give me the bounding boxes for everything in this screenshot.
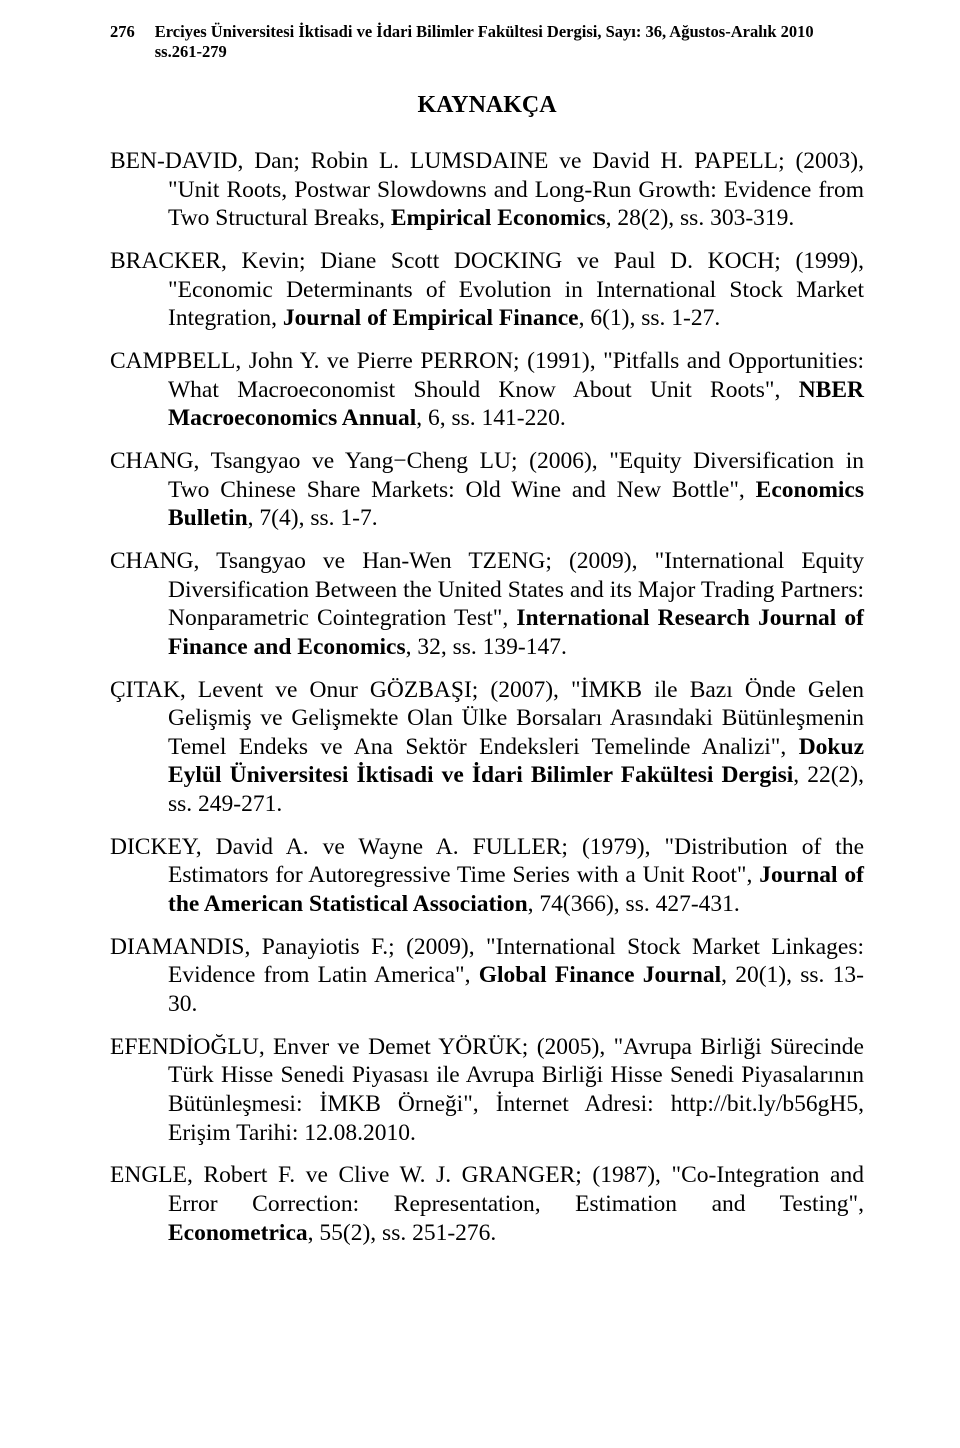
page-number: 276 (110, 22, 155, 42)
reference-journal-name: Empirical Economics (391, 205, 606, 231)
reference-tail: , 32, ss. 139-147. (406, 634, 567, 660)
reference-tail: , 28(2), ss. 303-319. (606, 205, 795, 231)
reference-entry: ENGLE, Robert F. ve Clive W. J. GRANGER;… (110, 1161, 864, 1247)
reference-entry: BEN-DAVID, Dan; Robin L. LUMSDAINE ve Da… (110, 147, 864, 233)
reference-text: ÇITAK, Levent ve Onur GÖZBAŞI; (2007), "… (110, 677, 864, 760)
reference-journal-name: Econometrica (168, 1220, 308, 1246)
reference-entry: ÇITAK, Levent ve Onur GÖZBAŞI; (2007), "… (110, 676, 864, 819)
references-list: BEN-DAVID, Dan; Robin L. LUMSDAINE ve Da… (110, 147, 864, 1247)
reference-tail: , 74(366), ss. 427-431. (528, 891, 740, 917)
reference-entry: BRACKER, Kevin; Diane Scott DOCKING ve P… (110, 247, 864, 333)
reference-entry: DICKEY, David A. ve Wayne A. FULLER; (19… (110, 833, 864, 919)
reference-text: ENGLE, Robert F. ve Clive W. J. GRANGER;… (110, 1162, 864, 1217)
reference-entry: CHANG, Tsangyao ve Yang−Cheng LU; (2006)… (110, 447, 864, 533)
section-heading: KAYNAKÇA (110, 92, 864, 119)
reference-entry: CHANG, Tsangyao ve Han-Wen TZENG; (2009)… (110, 547, 864, 662)
reference-text: DICKEY, David A. ve Wayne A. FULLER; (19… (110, 834, 864, 889)
reference-text: EFENDİOĞLU, Enver ve Demet YÖRÜK; (2005)… (110, 1034, 864, 1146)
reference-journal-name: Journal of Empirical Finance (283, 305, 579, 331)
reference-entry: EFENDİOĞLU, Enver ve Demet YÖRÜK; (2005)… (110, 1033, 864, 1148)
page-container: 276 Erciyes Üniversitesi İktisadi ve İda… (0, 0, 960, 1301)
running-header: 276 Erciyes Üniversitesi İktisadi ve İda… (110, 22, 864, 62)
reference-tail: , 55(2), ss. 251-276. (308, 1220, 497, 1246)
reference-tail: , 7(4), ss. 1-7. (248, 505, 378, 531)
reference-tail: , 6, ss. 141-220. (416, 405, 566, 431)
reference-text: CAMPBELL, John Y. ve Pierre PERRON; (199… (110, 348, 864, 403)
reference-entry: CAMPBELL, John Y. ve Pierre PERRON; (199… (110, 347, 864, 433)
reference-journal-name: Global Finance Journal (479, 962, 721, 988)
journal-title-line: Erciyes Üniversitesi İktisadi ve İdari B… (155, 22, 864, 62)
reference-entry: DIAMANDIS, Panayiotis F.; (2009), "Inter… (110, 933, 864, 1019)
reference-tail: , 6(1), ss. 1-27. (579, 305, 721, 331)
reference-text: CHANG, Tsangyao ve Yang−Cheng LU; (2006)… (110, 448, 864, 503)
